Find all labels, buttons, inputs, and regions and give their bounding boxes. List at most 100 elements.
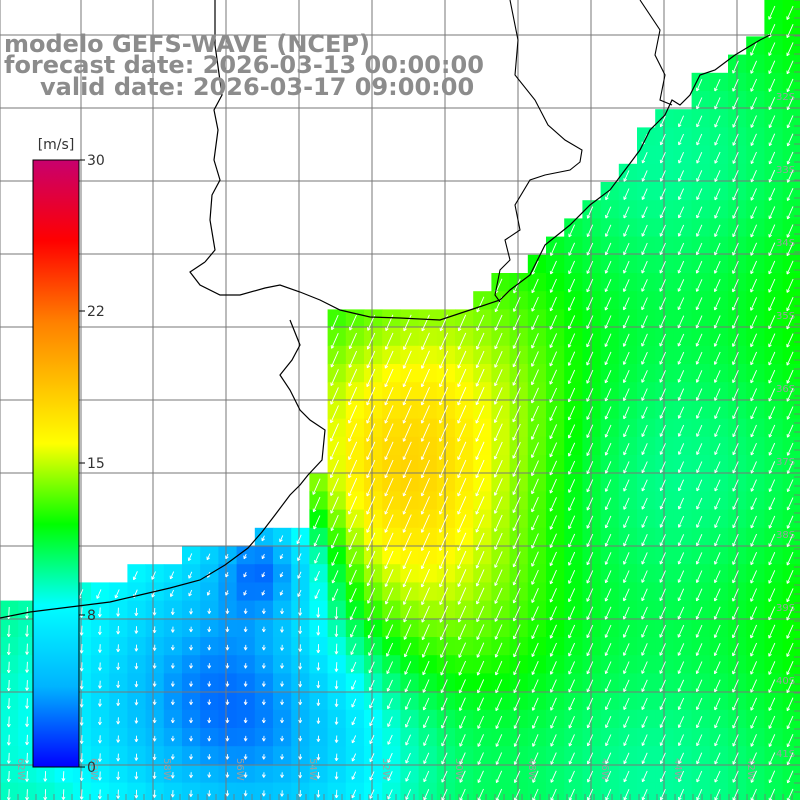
wind-arrow bbox=[732, 752, 739, 765]
wind-arrow bbox=[732, 224, 739, 238]
wind-arrow bbox=[768, 661, 776, 675]
wind-arrow bbox=[659, 679, 666, 692]
wind-arrow bbox=[549, 588, 557, 603]
wind-arrow bbox=[732, 443, 739, 456]
wind-arrow bbox=[677, 697, 685, 710]
wind-arrow bbox=[476, 296, 485, 313]
wind-arrow bbox=[768, 770, 776, 784]
wind-arrow bbox=[568, 588, 576, 603]
wind-arrow bbox=[714, 224, 721, 237]
wind-arrow bbox=[659, 734, 666, 746]
wind-arrow bbox=[316, 644, 321, 654]
wind-arrow bbox=[677, 716, 685, 728]
wind-arrow bbox=[189, 754, 193, 760]
wind-arrow bbox=[330, 351, 339, 368]
wind-arrow bbox=[207, 754, 212, 760]
wind-arrow bbox=[457, 496, 467, 515]
wind-arrow bbox=[623, 534, 630, 547]
wind-arrow bbox=[568, 570, 576, 584]
wind-arrow bbox=[441, 715, 448, 729]
wind-arrow bbox=[384, 587, 394, 605]
wind-arrow bbox=[189, 644, 193, 651]
wind-arrow bbox=[786, 442, 794, 456]
wind-arrow bbox=[549, 460, 558, 476]
wind-arrow bbox=[134, 681, 139, 688]
wind-arrow bbox=[695, 679, 703, 693]
wind-arrow bbox=[298, 772, 303, 779]
wind-arrow bbox=[713, 279, 721, 293]
wind-arrow bbox=[384, 332, 394, 350]
wind-arrow bbox=[677, 315, 685, 329]
wind-arrow bbox=[366, 441, 376, 460]
wind-arrow bbox=[604, 679, 612, 693]
wind-arrow bbox=[225, 663, 230, 669]
wind-arrow bbox=[604, 297, 612, 311]
wind-arrow bbox=[677, 351, 685, 365]
wind-arrow bbox=[786, 533, 794, 548]
wind-arrow bbox=[386, 698, 393, 710]
wind-arrow bbox=[677, 224, 685, 237]
wind-arrow bbox=[475, 441, 485, 460]
wind-arrow bbox=[420, 387, 430, 406]
wind-arrow bbox=[713, 333, 721, 347]
wind-arrow bbox=[750, 351, 758, 366]
wind-arrow bbox=[261, 644, 266, 651]
wind-arrow bbox=[280, 772, 284, 778]
wind-arrow bbox=[494, 369, 503, 387]
wind-arrow bbox=[714, 479, 721, 492]
wind-arrow bbox=[531, 278, 539, 294]
wind-arrow bbox=[441, 734, 448, 747]
wind-arrow bbox=[568, 278, 576, 293]
wind-arrow bbox=[786, 60, 794, 75]
wind-arrow bbox=[297, 571, 302, 579]
wind-arrow bbox=[116, 717, 121, 725]
wind-arrow bbox=[696, 406, 703, 419]
wind-arrow bbox=[189, 790, 193, 797]
wind-arrow bbox=[243, 735, 248, 742]
wind-arrow bbox=[768, 442, 776, 456]
wind-arrow bbox=[225, 681, 230, 687]
wind-arrow bbox=[695, 552, 703, 565]
wind-arrow bbox=[786, 42, 794, 57]
wind-arrow bbox=[750, 224, 758, 238]
wind-arrow bbox=[316, 753, 321, 761]
wind-arrow bbox=[420, 350, 430, 369]
wind-arrow bbox=[641, 242, 648, 256]
wind-arrow bbox=[696, 752, 703, 765]
wind-arrow bbox=[512, 405, 521, 423]
wind-arrow bbox=[677, 279, 685, 292]
wind-arrow bbox=[622, 315, 630, 329]
wind-arrow bbox=[623, 734, 630, 747]
wind-arrow bbox=[187, 553, 193, 562]
wind-arrow bbox=[623, 224, 630, 237]
wind-arrow bbox=[659, 297, 667, 311]
wind-arrow bbox=[494, 642, 503, 658]
wind-arrow bbox=[531, 715, 539, 729]
wind-arrow bbox=[261, 626, 266, 633]
wind-arrow bbox=[405, 752, 411, 764]
wind-arrow bbox=[714, 679, 721, 693]
wind-arrow bbox=[225, 790, 230, 797]
wind-arrow bbox=[622, 606, 630, 620]
wind-arrow bbox=[641, 624, 648, 638]
wind-arrow bbox=[549, 442, 558, 458]
wind-arrow bbox=[369, 789, 375, 799]
wind-arrow bbox=[439, 368, 449, 388]
wind-arrow bbox=[641, 279, 648, 292]
wind-arrow bbox=[641, 679, 648, 692]
wind-arrow bbox=[475, 423, 485, 442]
wind-arrow bbox=[116, 753, 121, 762]
wind-arrow bbox=[243, 590, 247, 596]
wind-arrow bbox=[316, 699, 321, 706]
wind-arrow bbox=[786, 151, 794, 165]
wind-arrow bbox=[695, 570, 703, 583]
wind-arrow bbox=[512, 551, 521, 568]
wind-arrow bbox=[586, 315, 594, 329]
wind-arrow bbox=[678, 133, 685, 146]
wind-arrow bbox=[696, 115, 703, 128]
wind-arrow bbox=[677, 333, 685, 347]
wind-arrow bbox=[402, 423, 412, 442]
wind-arrow bbox=[695, 79, 703, 92]
wind-arrow bbox=[714, 552, 721, 565]
wind-arrow bbox=[768, 570, 776, 584]
